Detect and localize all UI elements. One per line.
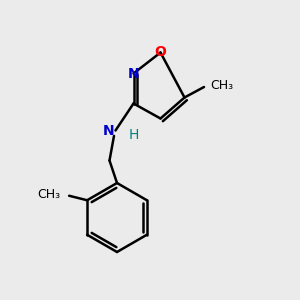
Text: CH₃: CH₃ — [37, 188, 60, 201]
Text: CH₃: CH₃ — [210, 79, 233, 92]
Text: H: H — [129, 128, 140, 142]
Text: N: N — [128, 67, 139, 80]
Text: N: N — [102, 124, 114, 137]
Text: O: O — [154, 46, 166, 59]
